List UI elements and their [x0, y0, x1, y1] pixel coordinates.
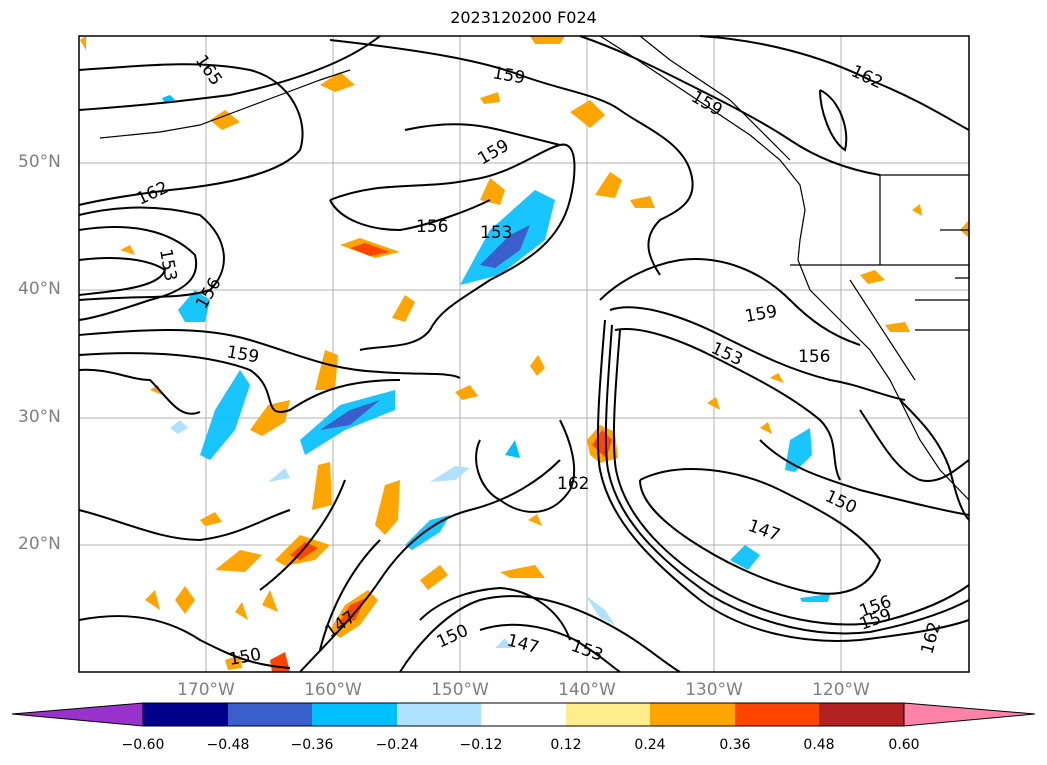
lon-label-150w: 150°W	[431, 680, 489, 700]
colorbar-tick-label: 0.12	[550, 737, 582, 753]
lon-label-120w: 120°W	[812, 680, 870, 700]
colorbar-extend-low	[11, 702, 144, 727]
colorbar-tick-label: −0.12	[459, 737, 503, 753]
lat-label-40n: 40°N	[18, 279, 61, 299]
lat-label-20n: 20°N	[18, 534, 61, 554]
colorbar-tick-label: −0.36	[290, 737, 334, 753]
colorbar-segment	[650, 703, 735, 726]
colorbar-segment	[566, 703, 650, 726]
colorbar-segment	[143, 703, 228, 726]
lat-label-50n: 50°N	[18, 152, 61, 172]
contour-lines	[78, 35, 970, 673]
colorbar-segment	[819, 703, 904, 726]
lon-label-160w: 160°W	[304, 680, 362, 700]
lon-label-130w: 130°W	[685, 680, 743, 700]
colorbar-tick-label: 0.24	[634, 737, 666, 753]
colorbar-segment	[228, 703, 312, 726]
colorbar-segment	[735, 703, 819, 726]
colorbar-tick-label: 0.60	[888, 737, 920, 753]
colorbar-tick-label: −0.24	[375, 737, 419, 753]
colorbar-segment	[397, 703, 481, 726]
colorbar-tick-label: −0.60	[121, 737, 165, 753]
colorbar-extend-high	[903, 702, 1036, 727]
colorbar-segment	[312, 703, 397, 726]
colorbar	[11, 702, 1036, 727]
map-frame	[78, 35, 970, 673]
lon-label-170w: 170°W	[177, 680, 235, 700]
contour-label: 156	[416, 217, 448, 237]
contour-label: 153	[480, 223, 512, 243]
colorbar-tick-label: −0.48	[206, 737, 250, 753]
map-title: 2023120200 F024	[450, 8, 597, 27]
contour-label: 162	[557, 474, 589, 494]
lon-label-140w: 140°W	[558, 680, 616, 700]
contour-label: 156	[798, 347, 830, 367]
colorbar-segment	[481, 703, 566, 726]
colorbar-tick-label: 0.48	[803, 737, 835, 753]
lat-label-30n: 30°N	[18, 407, 61, 427]
colorbar-tick-label: 0.36	[719, 737, 751, 753]
